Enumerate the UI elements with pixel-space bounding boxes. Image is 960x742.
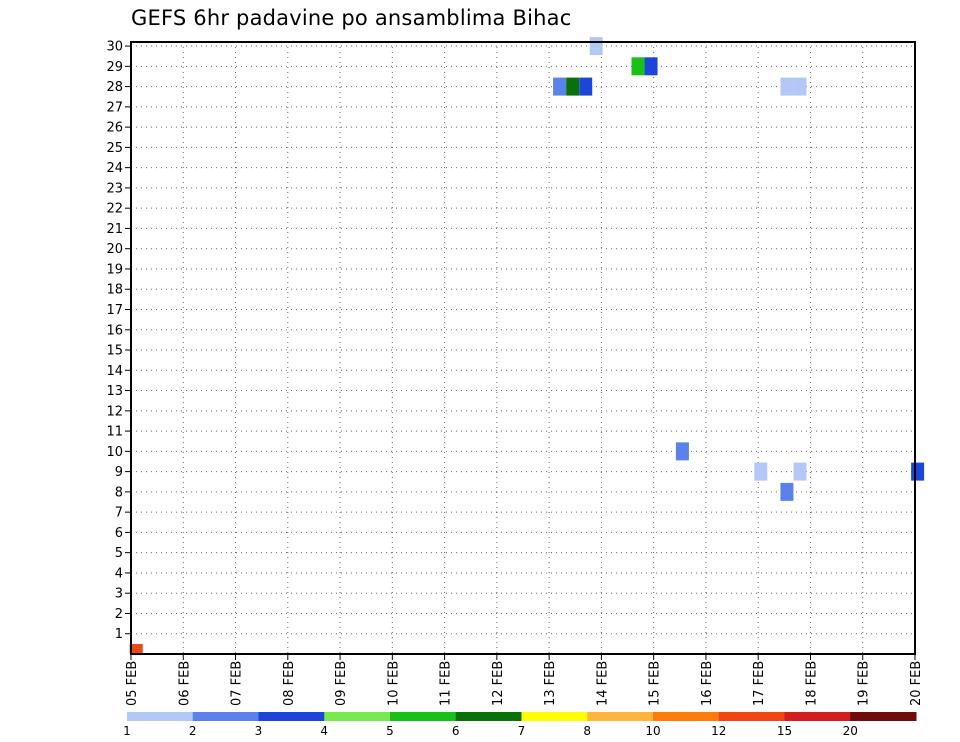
x-tick-label: 19 FEB xyxy=(857,661,872,706)
y-tick-label: 3 xyxy=(115,587,123,602)
colorbar: 1 2 3 4 5 6 7 8 10 12 15 20 xyxy=(123,712,917,738)
precip-cell xyxy=(754,462,768,481)
colorbar-label: 12 xyxy=(711,724,726,738)
y-tick-label: 27 xyxy=(106,100,123,115)
colorbar-label: 3 xyxy=(255,724,263,738)
precip-cell xyxy=(566,77,580,96)
precip-cell xyxy=(631,57,645,76)
y-tick-label: 2 xyxy=(115,607,123,622)
colorbar-label: 7 xyxy=(518,724,526,738)
colorbar-segment xyxy=(587,712,654,721)
x-tick-label: 20 FEB xyxy=(909,661,924,706)
y-tick-label: 5 xyxy=(115,546,123,561)
y-tick-label: 21 xyxy=(106,222,123,237)
colorbar-label: 15 xyxy=(777,724,792,738)
precip-cell xyxy=(589,37,603,56)
chart-title: GEFS 6hr padavine po ansamblima Bihac xyxy=(131,6,572,30)
colorbar-segment xyxy=(521,712,588,721)
x-tick-label: 07 FEB xyxy=(230,661,245,706)
x-tick-label: 18 FEB xyxy=(804,661,819,706)
x-tick-label: 15 FEB xyxy=(648,661,663,706)
precip-cell xyxy=(579,77,593,96)
y-tick-label: 25 xyxy=(106,141,123,156)
colorbar-segment xyxy=(127,712,194,721)
colorbar-segment xyxy=(455,712,522,721)
precip-cell xyxy=(129,644,143,654)
precip-cell xyxy=(780,482,794,501)
y-tick-label: 12 xyxy=(106,404,123,419)
precip-cell xyxy=(675,442,689,461)
x-tick-label: 05 FEB xyxy=(125,661,140,706)
y-tick-label: 13 xyxy=(106,384,123,399)
colorbar-label: 6 xyxy=(452,724,460,738)
y-tick-label: 28 xyxy=(106,80,123,95)
colorbar-segment xyxy=(653,712,720,721)
colorbar-label: 20 xyxy=(843,724,858,738)
x-tick-label: 06 FEB xyxy=(177,661,192,706)
x-tick-label: 08 FEB xyxy=(282,661,297,706)
precip-cell xyxy=(644,57,658,76)
y-axis: 1234567891011121314151617181920212223242… xyxy=(106,40,131,642)
y-tick-label: 9 xyxy=(115,465,123,480)
y-tick-label: 20 xyxy=(106,242,123,257)
precip-cell xyxy=(780,77,794,96)
y-tick-label: 8 xyxy=(115,485,123,500)
y-tick-label: 14 xyxy=(106,364,123,379)
y-tick-label: 6 xyxy=(115,526,123,541)
x-tick-label: 09 FEB xyxy=(334,661,349,706)
colorbar-label: 4 xyxy=(320,724,328,738)
y-tick-label: 16 xyxy=(106,323,123,338)
y-tick-label: 23 xyxy=(106,181,123,196)
y-tick-label: 17 xyxy=(106,303,123,318)
precip-cell xyxy=(793,77,807,96)
colorbar-segment xyxy=(784,712,851,721)
y-tick-label: 10 xyxy=(106,445,123,460)
x-tick-label: 13 FEB xyxy=(543,661,558,706)
y-tick-label: 24 xyxy=(106,161,123,176)
grid-lines xyxy=(131,42,915,654)
precip-cell xyxy=(793,462,807,481)
colorbar-label: 5 xyxy=(386,724,394,738)
y-tick-label: 26 xyxy=(106,121,123,136)
colorbar-label: 1 xyxy=(123,724,131,738)
y-tick-label: 22 xyxy=(106,202,123,217)
colorbar-segment xyxy=(718,712,785,721)
plot-frame xyxy=(130,41,916,655)
precip-cell xyxy=(911,462,925,481)
y-tick-label: 18 xyxy=(106,283,123,298)
y-tick-label: 4 xyxy=(115,566,123,581)
colorbar-segment xyxy=(390,712,457,721)
y-tick-label: 15 xyxy=(106,344,123,359)
x-tick-label: 14 FEB xyxy=(595,661,610,706)
colorbar-segment xyxy=(192,712,259,721)
y-tick-label: 1 xyxy=(115,627,123,642)
x-tick-label: 17 FEB xyxy=(752,661,767,706)
colorbar-label: 2 xyxy=(189,724,197,738)
precip-cell xyxy=(553,77,567,96)
colorbar-label: 10 xyxy=(645,724,660,738)
y-tick-label: 29 xyxy=(106,60,123,75)
precip-cells xyxy=(129,37,925,654)
x-tick-label: 11 FEB xyxy=(439,661,454,706)
colorbar-segment xyxy=(258,712,325,721)
y-tick-label: 30 xyxy=(106,40,123,55)
colorbar-segment xyxy=(850,712,917,721)
colorbar-segment xyxy=(324,712,391,721)
x-tick-label: 12 FEB xyxy=(491,661,506,706)
y-tick-label: 11 xyxy=(106,425,123,440)
y-tick-label: 7 xyxy=(115,506,123,521)
colorbar-label: 8 xyxy=(583,724,591,738)
x-axis: 05 FEB 06 FEB 07 FEB 08 FEB 09 FEB 10 FEB 11 F… xyxy=(125,654,924,706)
x-tick-label: 10 FEB xyxy=(386,661,401,706)
y-tick-label: 19 xyxy=(106,262,123,277)
x-tick-label: 16 FEB xyxy=(700,661,715,706)
